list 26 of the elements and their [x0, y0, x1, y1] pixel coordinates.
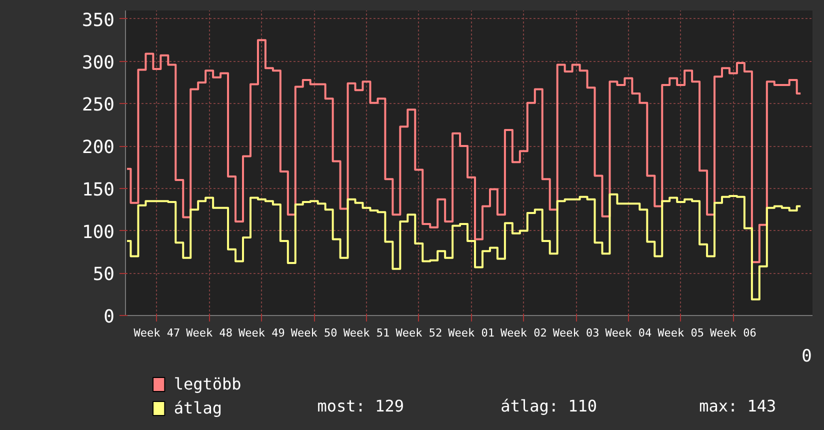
y-tick-label: 50: [92, 264, 115, 286]
legend-label: átlag: [174, 398, 222, 418]
x-tick-label: Week 52: [396, 326, 442, 340]
y-tick-label: 200: [82, 137, 115, 158]
x-tick-label: Week 02: [500, 326, 547, 340]
legend-label: legtöbb: [174, 374, 242, 394]
y-tick-label: 250: [82, 94, 115, 116]
y-tick-label: 100: [82, 222, 115, 243]
text: átlag: 110: [500, 396, 598, 416]
text: max: 143: [699, 396, 776, 416]
y-tick-label: 0: [104, 306, 115, 328]
x-tick-label: Week 50: [290, 326, 338, 340]
x-tick-label: Week 04: [605, 326, 652, 340]
x-tick-label: Week 05: [658, 326, 704, 340]
x-tick-label: Week 06: [710, 326, 756, 340]
y-tick-label: 350: [82, 10, 115, 31]
x-tick-label: Week 47: [134, 326, 180, 340]
x-tick-label: Week 03: [552, 326, 600, 340]
text: 0: [802, 346, 812, 366]
y-tick-label: 150: [82, 179, 115, 200]
x-tick-label: Week 01: [448, 326, 494, 340]
x-tick-label: Week 49: [238, 326, 285, 340]
x-tick-label: Week 48: [186, 326, 233, 340]
y-tick-label: 300: [82, 52, 115, 74]
x-tick-label: Week 51: [343, 326, 390, 340]
text: most: 129: [317, 396, 404, 416]
